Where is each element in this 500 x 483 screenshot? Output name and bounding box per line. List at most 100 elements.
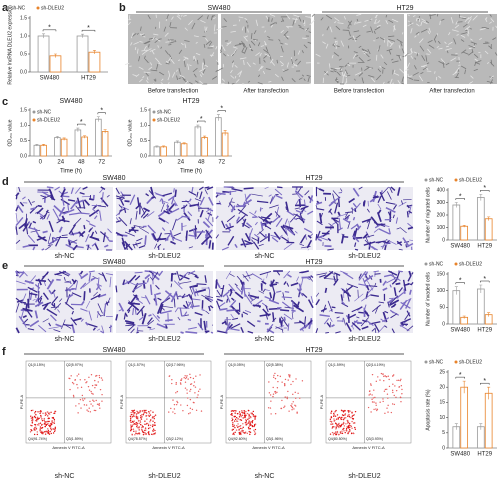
cell xyxy=(94,215,98,220)
cell xyxy=(470,41,478,45)
cell xyxy=(149,284,153,296)
event xyxy=(289,374,291,376)
cell xyxy=(190,294,194,307)
cell xyxy=(141,312,147,325)
cell xyxy=(299,213,305,224)
event xyxy=(172,411,174,413)
cell xyxy=(173,298,176,308)
cell xyxy=(120,191,125,198)
event xyxy=(135,432,137,434)
cell xyxy=(298,77,303,80)
micrograph xyxy=(404,13,498,85)
cell xyxy=(392,204,398,210)
event xyxy=(240,433,242,436)
event xyxy=(338,426,340,429)
cell xyxy=(143,71,151,74)
cell xyxy=(187,326,197,330)
cell xyxy=(407,20,410,23)
event xyxy=(179,382,182,384)
event xyxy=(233,420,236,422)
cell xyxy=(276,270,281,276)
cell xyxy=(230,69,233,74)
cell xyxy=(391,58,394,61)
cell xyxy=(176,215,184,221)
cell xyxy=(36,207,44,215)
event xyxy=(145,409,147,412)
x-axis-label: Time (h) xyxy=(60,169,82,175)
cell xyxy=(164,32,169,37)
event xyxy=(135,423,137,425)
x-tick-label: HT29 xyxy=(81,76,96,82)
micrograph xyxy=(115,186,214,251)
cell xyxy=(272,292,276,301)
cell xyxy=(193,55,197,62)
cell xyxy=(238,16,244,19)
event xyxy=(379,401,381,403)
quadrant-label: Q4(78.57%) xyxy=(128,437,147,441)
cell xyxy=(348,31,351,37)
event xyxy=(51,420,53,422)
cell xyxy=(489,21,493,24)
cell xyxy=(240,326,244,334)
cell xyxy=(347,313,357,320)
event xyxy=(291,409,293,411)
cell xyxy=(400,200,404,205)
cell xyxy=(351,322,361,331)
cell xyxy=(38,324,47,333)
error-bar xyxy=(487,386,491,400)
bar xyxy=(452,204,461,241)
cell xyxy=(21,293,27,303)
axis-label: Annexin V FITC-A xyxy=(252,445,285,450)
cell xyxy=(51,303,55,307)
event xyxy=(335,426,337,428)
cell xyxy=(370,26,373,33)
cell xyxy=(131,33,137,38)
cell xyxy=(207,286,210,291)
cell xyxy=(288,220,291,232)
cell xyxy=(291,58,294,65)
cell xyxy=(259,313,271,317)
event xyxy=(377,376,379,378)
event xyxy=(175,381,177,384)
cell xyxy=(230,313,234,319)
cell xyxy=(70,200,79,210)
event xyxy=(130,413,133,416)
cell xyxy=(330,67,337,71)
event xyxy=(330,423,332,425)
event xyxy=(189,412,191,414)
cell xyxy=(283,30,289,37)
cell xyxy=(371,304,381,313)
bar xyxy=(76,35,89,73)
quadrant-label: Q1(1.59%) xyxy=(328,363,345,367)
legend-marker xyxy=(424,360,428,364)
cell xyxy=(164,233,172,242)
cell xyxy=(416,53,418,57)
cell xyxy=(91,242,97,247)
cell xyxy=(484,26,490,30)
cell xyxy=(170,58,175,65)
cell xyxy=(361,325,369,330)
cell xyxy=(204,189,208,195)
cell xyxy=(407,226,414,230)
error-bar xyxy=(62,137,66,141)
cell xyxy=(168,44,172,46)
cell xyxy=(225,321,231,333)
cell xyxy=(490,18,495,23)
cell xyxy=(400,42,403,47)
cell xyxy=(307,234,312,239)
cell xyxy=(395,217,399,224)
y-tick-label: 25 xyxy=(439,369,445,375)
cell xyxy=(168,82,170,85)
event xyxy=(335,418,338,420)
event xyxy=(232,423,234,426)
cell xyxy=(177,281,181,286)
cell xyxy=(464,25,471,30)
cell xyxy=(37,295,43,301)
event xyxy=(347,427,349,429)
cell xyxy=(308,31,312,33)
cell xyxy=(194,225,197,237)
event xyxy=(235,420,238,422)
event xyxy=(185,376,188,379)
event xyxy=(152,433,154,436)
cell xyxy=(187,318,192,321)
